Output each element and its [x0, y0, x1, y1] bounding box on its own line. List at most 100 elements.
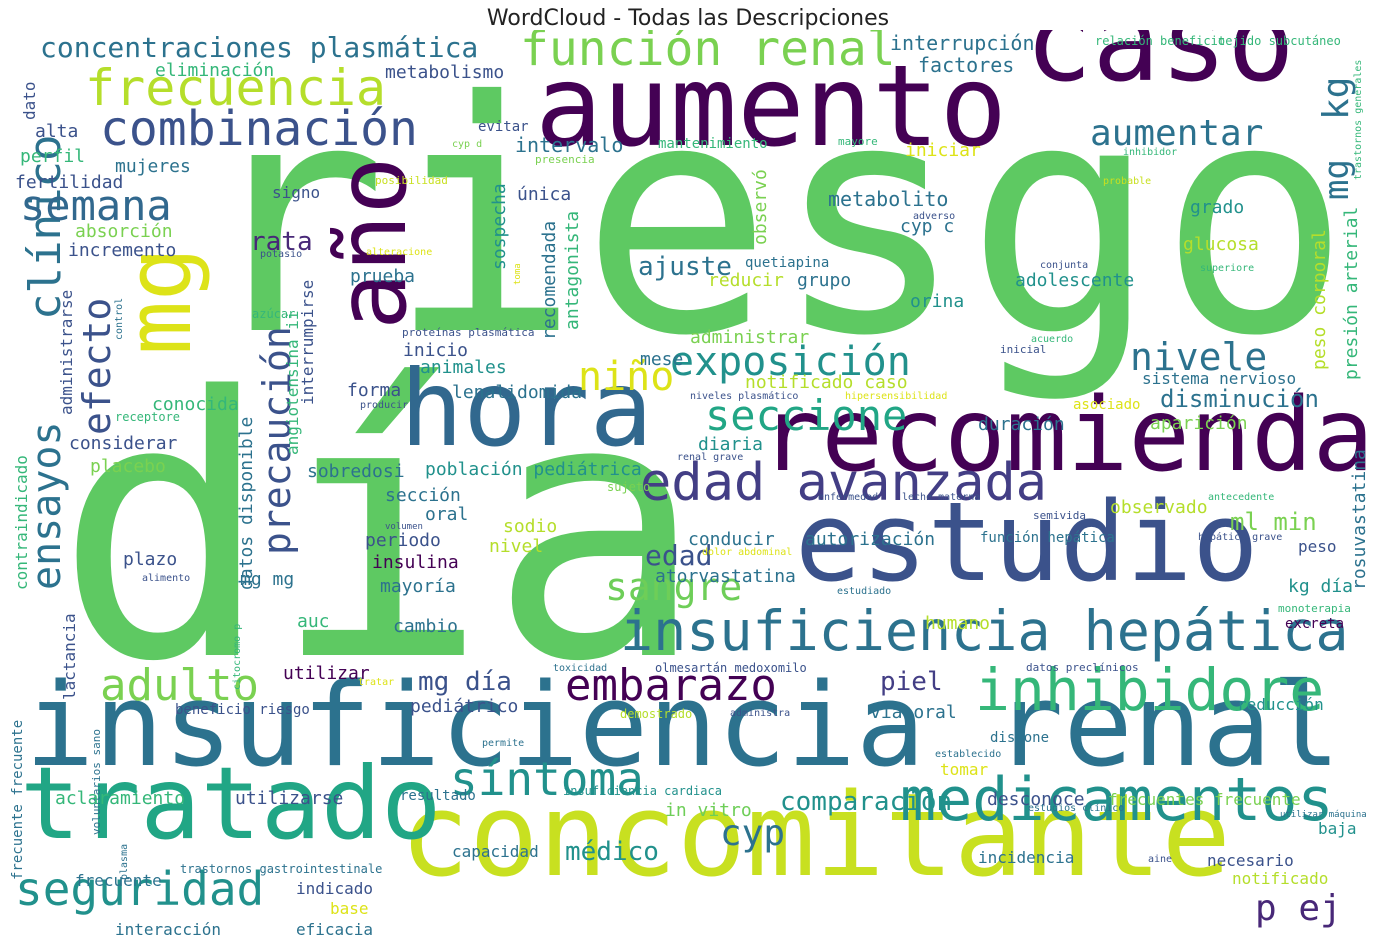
- word-dia: día: [55, 321, 705, 740]
- word-iniciar: iniciar: [905, 140, 981, 161]
- word-insuficiencia-hepatica: insuficiencia hepática: [620, 599, 1348, 663]
- word-prueba: prueba: [350, 266, 415, 287]
- word-observado: observado: [1110, 497, 1208, 518]
- word-resultado: resultado: [400, 788, 476, 804]
- word-olmesartan-medoxomilo: olmesartán medoxomilo: [655, 661, 807, 675]
- word-mantenimiento: mantenimiento: [658, 136, 768, 152]
- word-kg: kg: [1316, 77, 1357, 120]
- word-conocida: conocida: [152, 394, 239, 415]
- word-placebo: placebo: [90, 456, 166, 477]
- word-plasma: plasma: [119, 844, 130, 880]
- word-edad: edad: [645, 539, 712, 572]
- word-mayore: mayore: [838, 135, 878, 148]
- word-pediatrico: pediátrico: [410, 696, 518, 717]
- word-semana: semana: [20, 181, 172, 230]
- word-control: control: [114, 298, 125, 340]
- word-piel: piel: [880, 667, 943, 697]
- word-inicio: inicio: [403, 340, 468, 361]
- word-probable: probable: [1103, 176, 1151, 187]
- word-insuficiencia-cardiaca: insuficiencia cardiaca: [563, 784, 722, 798]
- word-orina: orina: [910, 291, 964, 312]
- word-kg-dia: kg día: [1288, 576, 1353, 597]
- word-administrarse: administrarse: [57, 290, 76, 415]
- word-concomitante: concomitante: [400, 769, 1231, 903]
- word-voluntarios-sano: voluntarios sano: [90, 729, 103, 835]
- word-estudio: estudio: [795, 478, 1259, 606]
- word-estudiado: estudiado: [837, 586, 891, 597]
- word-combinacion: combinación: [100, 101, 418, 157]
- word-relacion-beneficio: relación beneficio: [1095, 34, 1225, 48]
- word-clinico: clínico: [20, 135, 71, 320]
- word-cyp-d: cyp d: [452, 139, 482, 150]
- word-cyp: cyp: [720, 813, 785, 854]
- word-alta: alta: [35, 121, 78, 142]
- word-nivel: nivel: [489, 536, 543, 557]
- word-atorvastatina: atorvastatina: [655, 566, 796, 587]
- word-interrumpirse: interrumpirse: [298, 280, 317, 405]
- word-diaria: diaria: [698, 434, 763, 455]
- word-sintoma: síntoma: [450, 752, 644, 806]
- word-duracion: duración: [978, 414, 1065, 435]
- word-tratar: tratar: [358, 677, 394, 688]
- word-utilizarse: utilizarse: [235, 788, 343, 809]
- word-quetiapina: quetiapina: [745, 255, 829, 271]
- word-trastornos-gastrointestinale: trastornos gastrointestinale: [180, 862, 382, 876]
- word-renal-grave: renal grave: [677, 452, 743, 463]
- word-contraindicado: contraindicado: [12, 455, 31, 590]
- word-mese: mese: [640, 349, 683, 370]
- word-sospecha: sospecha: [489, 183, 510, 270]
- word-tomar: tomar: [940, 760, 989, 779]
- word-indicado: indicado: [296, 879, 373, 898]
- word-receptore: receptore: [115, 410, 180, 424]
- word-presion-arterial: presión arterial: [1341, 207, 1362, 380]
- word-frecuente: frecuente: [75, 871, 162, 890]
- word-adverso: adverso: [913, 211, 955, 222]
- figure-title: WordCloud - Todas las Descripciones: [486, 6, 890, 31]
- word-humano: humano: [925, 613, 990, 634]
- word-mg: mg: [107, 247, 212, 355]
- word-disminucion: disminución: [1160, 385, 1319, 413]
- word-antagonista: antagonista: [562, 211, 583, 330]
- word-ensayos: ensayos: [24, 421, 70, 590]
- word-aparicion: aparición: [1150, 413, 1248, 434]
- word-concentraciones-plasmatica: concentraciones plasmática: [40, 31, 478, 64]
- word-seccione: seccione: [705, 391, 907, 440]
- word-tratado: tratado: [20, 745, 441, 862]
- word-toxicidad: toxicidad: [553, 663, 607, 674]
- word-frecuente-frecuente: frecuente frecuente: [10, 720, 26, 880]
- word-caso: caso: [1025, 30, 1295, 107]
- word-hora: hora: [400, 348, 653, 470]
- word-exposicion: exposición: [670, 339, 911, 385]
- word-p-ej: p ej: [1255, 888, 1342, 929]
- word-peso: peso: [1298, 537, 1337, 556]
- word-hepatica-grave: hepática grave: [1198, 531, 1282, 543]
- word-hipersensibilidad: hipersensibilidad: [845, 391, 947, 402]
- word-aumento: aumento: [535, 42, 1007, 172]
- word-ano: año: [316, 157, 428, 330]
- word-metabolito: metabolito: [828, 187, 948, 211]
- word-aumentar: aumentar: [1090, 113, 1263, 154]
- word-auc: auc: [297, 611, 330, 632]
- word-nino: niño: [578, 354, 674, 400]
- word-lenalidomida: lenalidomida: [452, 382, 582, 403]
- word-ml-min: ml min: [1230, 508, 1317, 536]
- word-sangre: sangre: [605, 565, 742, 609]
- word-medico: médico: [565, 837, 659, 867]
- word-considerar: considerar: [69, 433, 178, 454]
- word-mg: mg: [1317, 159, 1357, 200]
- word-reducir: reducir: [708, 270, 784, 291]
- word-perfil: perfil: [20, 146, 85, 167]
- word-conjunta: conjunta: [1040, 260, 1088, 271]
- word-periodo: periodo: [365, 530, 441, 551]
- word-alimento: alimento: [142, 573, 190, 584]
- word-edad-avanzada: edad avanzada: [640, 453, 1047, 513]
- word-absorcion: absorción: [75, 221, 173, 242]
- word-mg-mg: mg mg: [240, 569, 294, 590]
- word-administrar: administrar: [690, 327, 809, 348]
- word-comparacion: comparación: [780, 787, 952, 817]
- word-via-oral: vía oral: [870, 702, 957, 723]
- word-beneficio-riesgo: beneficio riesgo: [175, 702, 310, 718]
- word-grado: grado: [1190, 197, 1244, 218]
- word-excreta: excreta: [1285, 616, 1344, 632]
